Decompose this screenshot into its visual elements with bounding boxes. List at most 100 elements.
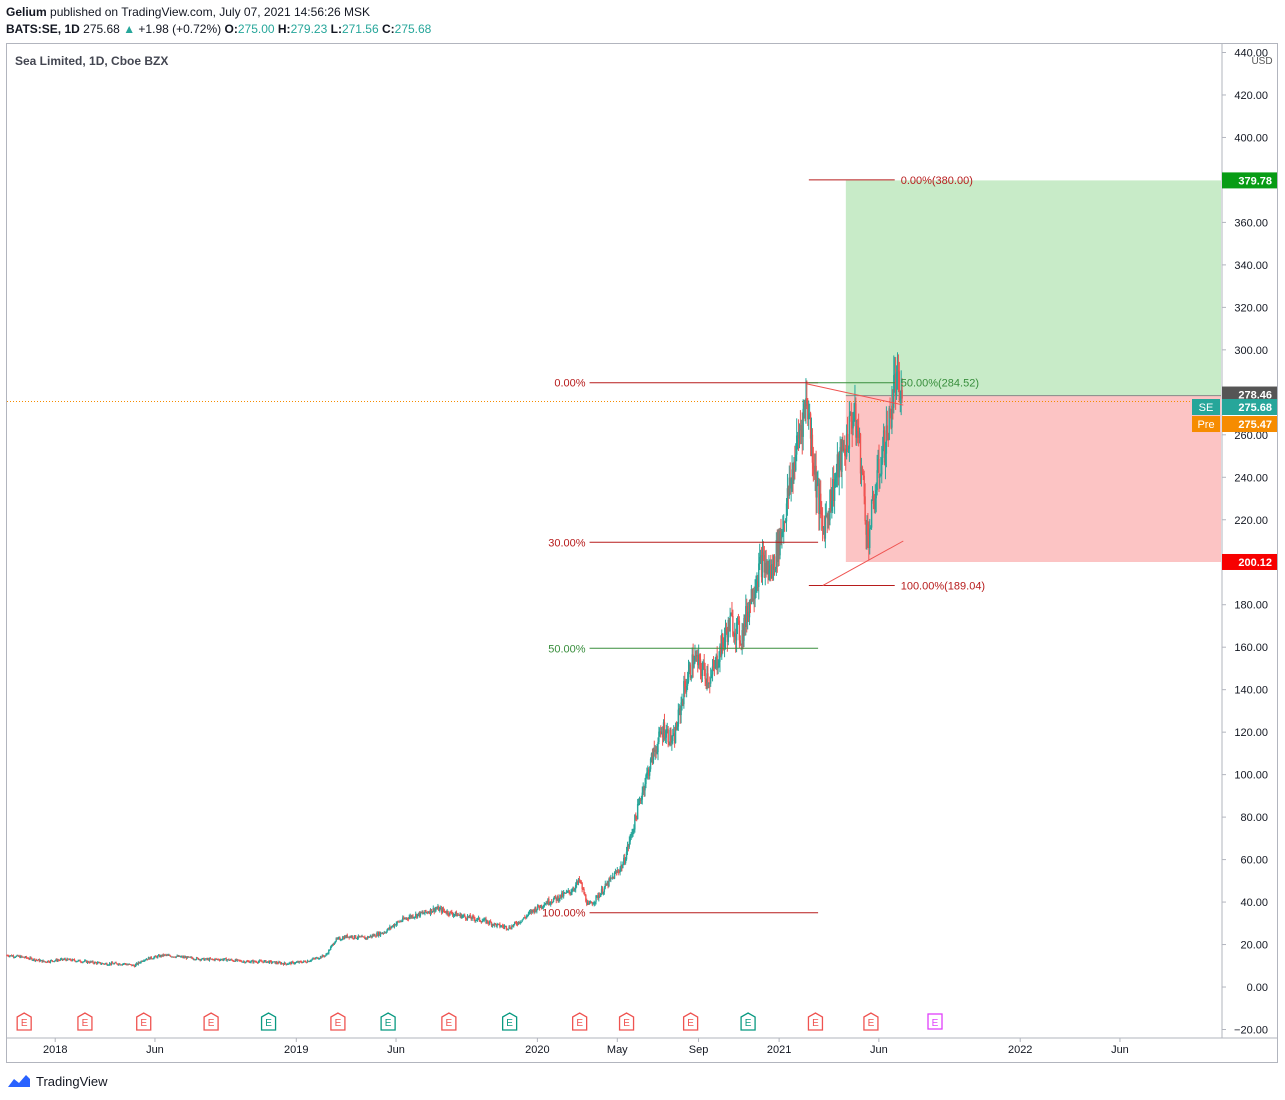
candle-body xyxy=(722,642,725,647)
candle-body xyxy=(75,961,78,963)
candle-body xyxy=(480,921,483,923)
candle-body xyxy=(685,685,688,692)
candle-body xyxy=(147,957,150,960)
candle-body xyxy=(762,552,765,556)
earnings-letter: E xyxy=(82,1018,89,1029)
candle-body xyxy=(552,898,555,903)
candle-body xyxy=(200,959,202,961)
candle-body xyxy=(538,905,540,908)
candle-body xyxy=(398,921,400,923)
candle-body xyxy=(606,882,608,886)
candle-body xyxy=(489,921,492,923)
candle-body xyxy=(476,919,478,921)
candle-body xyxy=(134,964,137,967)
candle-body xyxy=(463,914,465,916)
candle-body xyxy=(507,928,509,930)
candle-body xyxy=(292,961,294,963)
candle-body xyxy=(353,935,356,939)
candle-body xyxy=(113,963,115,965)
tradingview-logo-icon xyxy=(8,1075,30,1087)
candle-body xyxy=(643,786,645,791)
candle-body xyxy=(588,903,591,905)
candle-body xyxy=(277,963,279,965)
price-tick-label: 180.00 xyxy=(1234,600,1268,612)
candle-body xyxy=(415,914,418,918)
candle-body xyxy=(848,415,851,449)
candle-body xyxy=(575,881,578,886)
candle-body xyxy=(37,959,40,961)
stop-zone xyxy=(845,395,1221,562)
candle-body xyxy=(559,894,561,900)
candle-body xyxy=(881,457,883,475)
candle-body xyxy=(87,961,90,963)
candle-body xyxy=(377,933,379,936)
candle-body xyxy=(718,661,720,667)
candle-body xyxy=(577,878,580,883)
publisher-name[interactable]: Gelium xyxy=(6,5,47,19)
candle-body xyxy=(624,859,627,863)
candle-body xyxy=(573,889,575,891)
candle-body xyxy=(68,959,70,961)
earnings-letter: E xyxy=(385,1018,392,1029)
candle-body xyxy=(488,922,490,924)
publish-info: published on TradingView.com, July 07, 2… xyxy=(46,5,371,19)
candle-body xyxy=(818,483,820,515)
candle-body xyxy=(15,955,17,957)
candle-body xyxy=(161,954,164,957)
candle-body xyxy=(817,483,819,485)
candle-body xyxy=(794,461,796,471)
candle-body xyxy=(728,620,730,632)
candle-body xyxy=(278,961,280,964)
candle-body xyxy=(173,956,176,958)
candle-body xyxy=(257,961,260,963)
candle-body xyxy=(274,961,276,964)
candle-body xyxy=(736,619,739,623)
candle-body xyxy=(882,430,885,449)
candle-body xyxy=(402,917,405,920)
earnings-marker xyxy=(16,1012,32,1031)
candle-body xyxy=(843,448,845,452)
candle-body xyxy=(291,961,293,965)
candle-body xyxy=(436,908,438,910)
candle-body xyxy=(591,903,594,905)
candle-body xyxy=(758,563,760,587)
time-tick-label: 2021 xyxy=(767,1044,791,1056)
candle-body xyxy=(889,408,891,410)
candle-body xyxy=(461,916,463,919)
candle-body xyxy=(206,958,209,960)
candle-body xyxy=(405,917,408,919)
candle-body xyxy=(54,960,56,962)
candle-body xyxy=(288,962,290,964)
candle-body xyxy=(181,956,183,958)
candle-body xyxy=(531,909,533,913)
high-label: H: xyxy=(277,22,291,36)
candle-body xyxy=(478,917,481,921)
publish-line: Gelium published on TradingView.com, Jul… xyxy=(6,5,370,20)
candle-body xyxy=(581,883,583,890)
candle-body xyxy=(493,923,496,926)
candle-body xyxy=(651,753,654,763)
candle-body xyxy=(185,956,188,959)
candle-body xyxy=(132,964,135,966)
candle-body xyxy=(685,687,687,692)
candle-body xyxy=(701,669,704,677)
candle-body xyxy=(123,963,126,965)
chart-frame xyxy=(6,43,1278,1063)
candle-body xyxy=(444,911,447,913)
candle-body xyxy=(410,915,412,918)
candle-body xyxy=(407,918,410,920)
candle-body xyxy=(791,469,793,480)
candle-body xyxy=(417,912,420,915)
candle-body xyxy=(896,370,899,373)
candle-body xyxy=(719,645,721,662)
candle-body xyxy=(583,889,585,895)
candle-body xyxy=(428,912,431,914)
time-tick-label: 2019 xyxy=(284,1044,308,1056)
candle-body xyxy=(743,618,745,641)
candle-body xyxy=(869,528,871,549)
candle-body xyxy=(329,946,332,950)
tradingview-logo[interactable]: TradingView xyxy=(6,1073,108,1089)
candle-body xyxy=(611,877,613,879)
candle-body xyxy=(746,611,749,622)
